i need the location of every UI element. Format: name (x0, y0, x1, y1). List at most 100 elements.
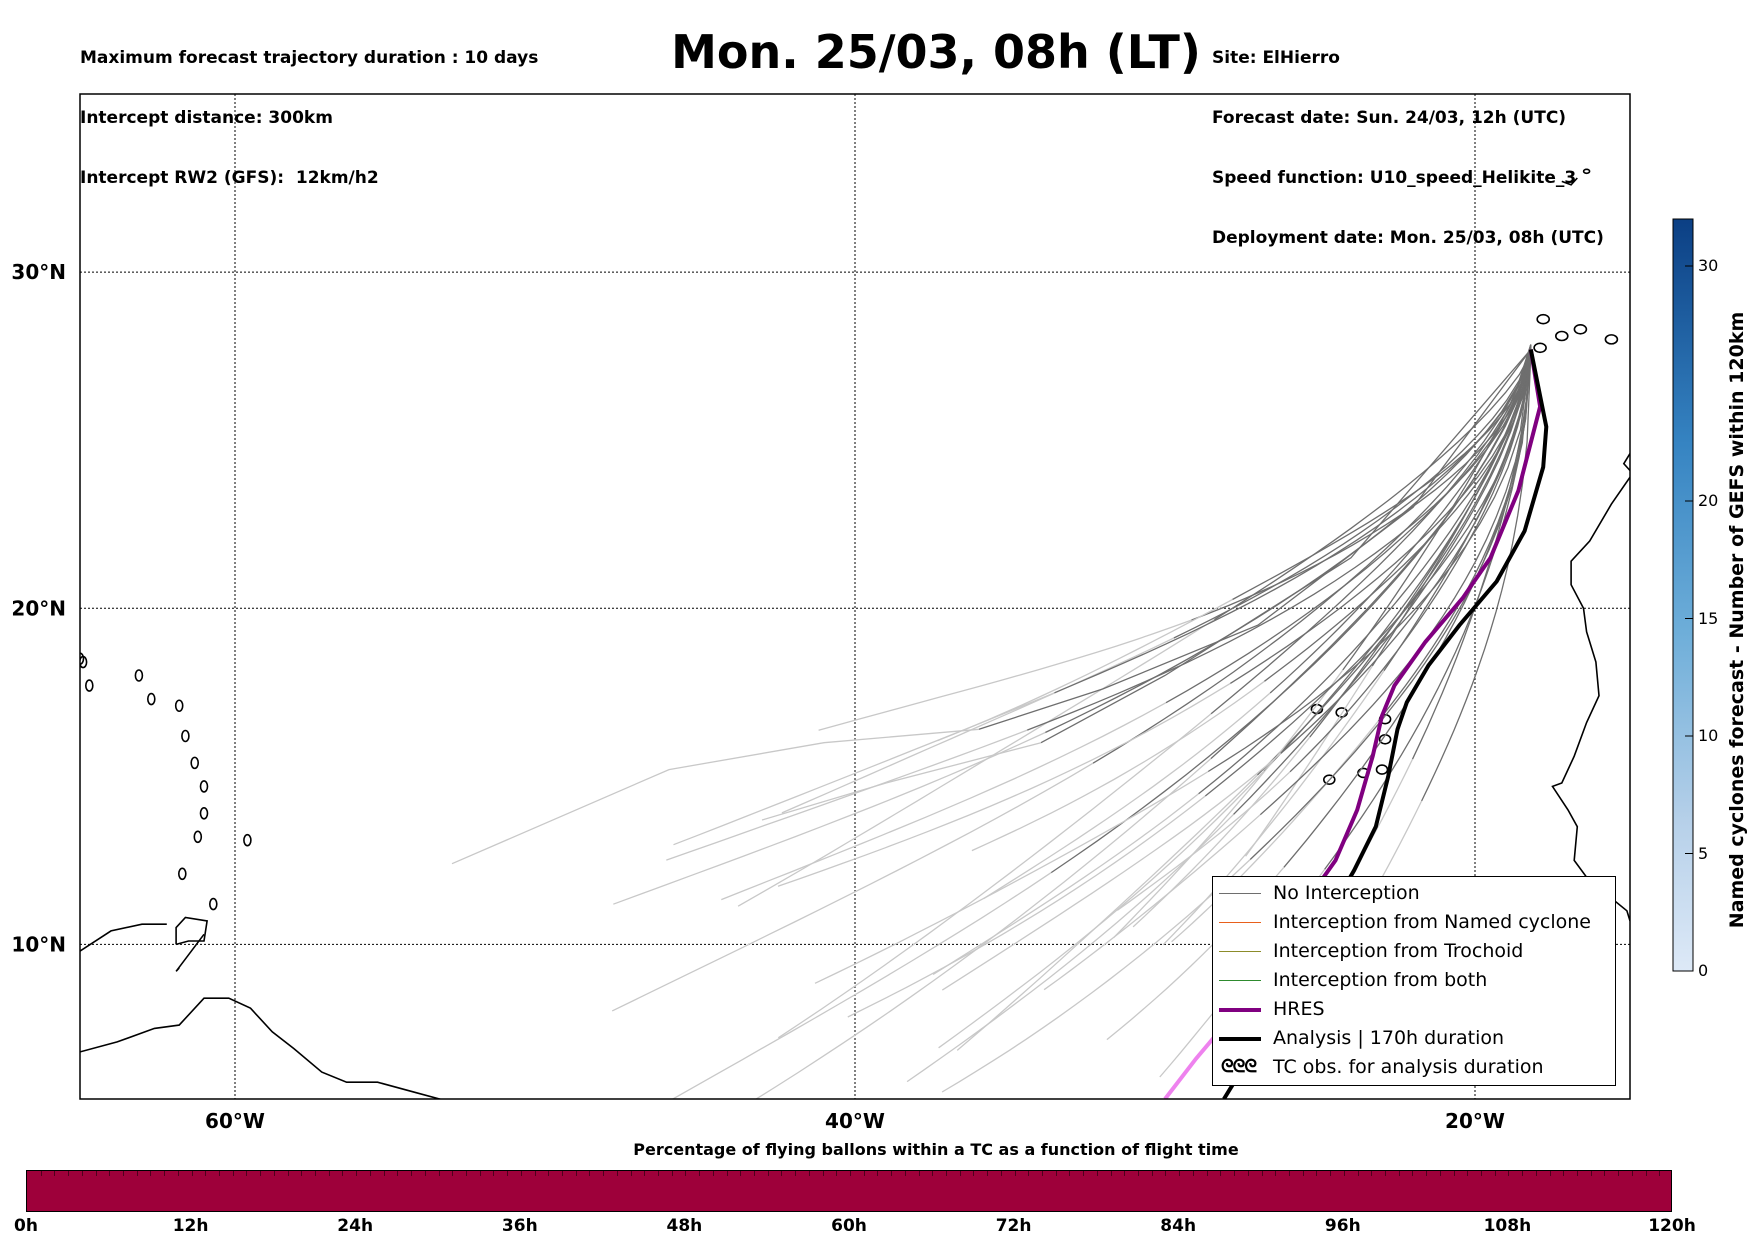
trajectory-late (906, 813, 1234, 1083)
hbar-tick (150, 1171, 152, 1176)
hbar-tick (548, 1171, 550, 1176)
trajectory-late (818, 619, 1192, 731)
trajectory-early (1324, 350, 1532, 870)
intercept-distance-text: Intercept distance: 300km (80, 108, 333, 128)
trajectory-early (1092, 345, 1532, 764)
legend-item-analysis: Analysis | 170h duration (1213, 1024, 1615, 1053)
trajectory-late (777, 682, 1231, 887)
trajectory-late (1043, 814, 1261, 991)
hbar-tick (328, 1171, 330, 1176)
longitude-label: 60°W (205, 1109, 265, 1133)
coast-orinoco (175, 933, 205, 972)
hbar-tick (959, 1171, 961, 1176)
hbar-tick (932, 1171, 934, 1176)
trajectory-early (1421, 353, 1532, 802)
hbar-tick (493, 1171, 495, 1176)
trajectory-early (1173, 348, 1532, 639)
hbar-tick (1522, 1171, 1524, 1176)
hbar-tick (479, 1171, 481, 1176)
trajectory-early (1289, 344, 1532, 773)
hbar-tick (1261, 1171, 1263, 1176)
hbar-tick (1055, 1171, 1057, 1176)
trajectory-late (761, 742, 1042, 821)
trajectory-early (1204, 348, 1532, 797)
hbar-tick (1028, 1171, 1030, 1176)
hbar-tick (315, 1171, 317, 1176)
hbar-tick (1384, 1171, 1386, 1176)
hbar-tick (1618, 1171, 1620, 1176)
island-shape (193, 830, 203, 844)
hbar-tick (1343, 1171, 1345, 1176)
legend: No Interception Interception from Named … (1212, 876, 1616, 1086)
time-label: 108h (1483, 1216, 1532, 1236)
hbar-tick (109, 1171, 111, 1176)
legend-item-hres: HRES (1213, 995, 1615, 1024)
hbar-tick (287, 1171, 289, 1176)
hbar-tick (397, 1171, 399, 1176)
hbar-tick (465, 1171, 467, 1176)
trajectory-early (1233, 346, 1532, 815)
trajectory-early (978, 349, 1532, 730)
hbar-tick (753, 1171, 755, 1176)
hbar-tick (630, 1171, 632, 1176)
site-text: Site: ElHierro (1212, 48, 1340, 68)
hbar-tick (699, 1171, 701, 1176)
longitude-label: 40°W (825, 1109, 885, 1133)
island-shape (181, 729, 190, 743)
trajectory-late (1162, 670, 1385, 946)
legend-swatch (1219, 1037, 1261, 1041)
hbar-tick (1096, 1171, 1098, 1176)
tc-obs-symbol-icon: ᘓᘓᘓ (1221, 1056, 1257, 1077)
hbar-tick (342, 1171, 344, 1176)
time-label: 120h (1648, 1216, 1696, 1236)
hbar-tick (424, 1171, 426, 1176)
time-label: 96h (1324, 1216, 1361, 1236)
hbar-tick (205, 1171, 207, 1176)
legend-label: Interception from both (1273, 969, 1488, 991)
hbar-tick (1165, 1171, 1167, 1176)
hbar-tick (1014, 1171, 1016, 1176)
hbar-tick (987, 1171, 989, 1176)
trajectory-late (613, 731, 1046, 905)
hbar-tick (177, 1171, 179, 1176)
trajectory-early (1165, 344, 1532, 704)
hbar-tick (644, 1171, 646, 1176)
island-shape (199, 780, 209, 793)
legend-swatch (1219, 1008, 1261, 1012)
horizontal-colorbar-title: Percentage of flying ballons within a TC… (633, 1140, 1239, 1159)
trajectory-late (938, 770, 1265, 1049)
coast-western-sahara (1622, 453, 1630, 472)
horizontal-colorbar (26, 1170, 1672, 1212)
hbar-tick (877, 1171, 879, 1176)
colorbar-tick-label: 15 (1698, 608, 1719, 628)
hbar-tick (1000, 1171, 1002, 1176)
hbar-tick (1275, 1171, 1277, 1176)
island-shape (178, 867, 187, 881)
coast-venezuela (80, 923, 167, 952)
forecast-date-text: Forecast date: Sun. 24/03, 12h (UTC) (1212, 108, 1567, 128)
hbar-tick (1426, 1171, 1428, 1176)
island-madeira (1561, 177, 1578, 186)
hbar-tick (767, 1171, 769, 1176)
hbar-tick (1535, 1171, 1537, 1176)
hbar-tick (369, 1171, 371, 1176)
trajectory-late (941, 859, 1251, 1093)
trajectory-early (1026, 347, 1532, 731)
hbar-tick (712, 1171, 714, 1176)
hbar-tick (383, 1171, 385, 1176)
hbar-tick (1124, 1171, 1126, 1176)
time-label: 0h (14, 1216, 38, 1236)
trajectory-late (956, 774, 1258, 1051)
trajectory-early (1213, 352, 1532, 621)
hbar-tick (1412, 1171, 1414, 1176)
trajectory-late (847, 795, 1206, 1018)
hbar-tick (1604, 1171, 1606, 1176)
trajectory-late (1171, 720, 1379, 943)
trajectory-late (666, 729, 1028, 861)
island-shape (85, 679, 94, 692)
legend-item-named-cyclone: Interception from Named cyclone (1213, 908, 1615, 937)
intercept-rw2-text: Intercept RW2 (GFS): 12km/h2 (80, 168, 379, 188)
legend-label: Interception from Trochoid (1273, 940, 1524, 962)
hbar-tick (904, 1171, 906, 1176)
trajectory-late (1132, 736, 1311, 928)
